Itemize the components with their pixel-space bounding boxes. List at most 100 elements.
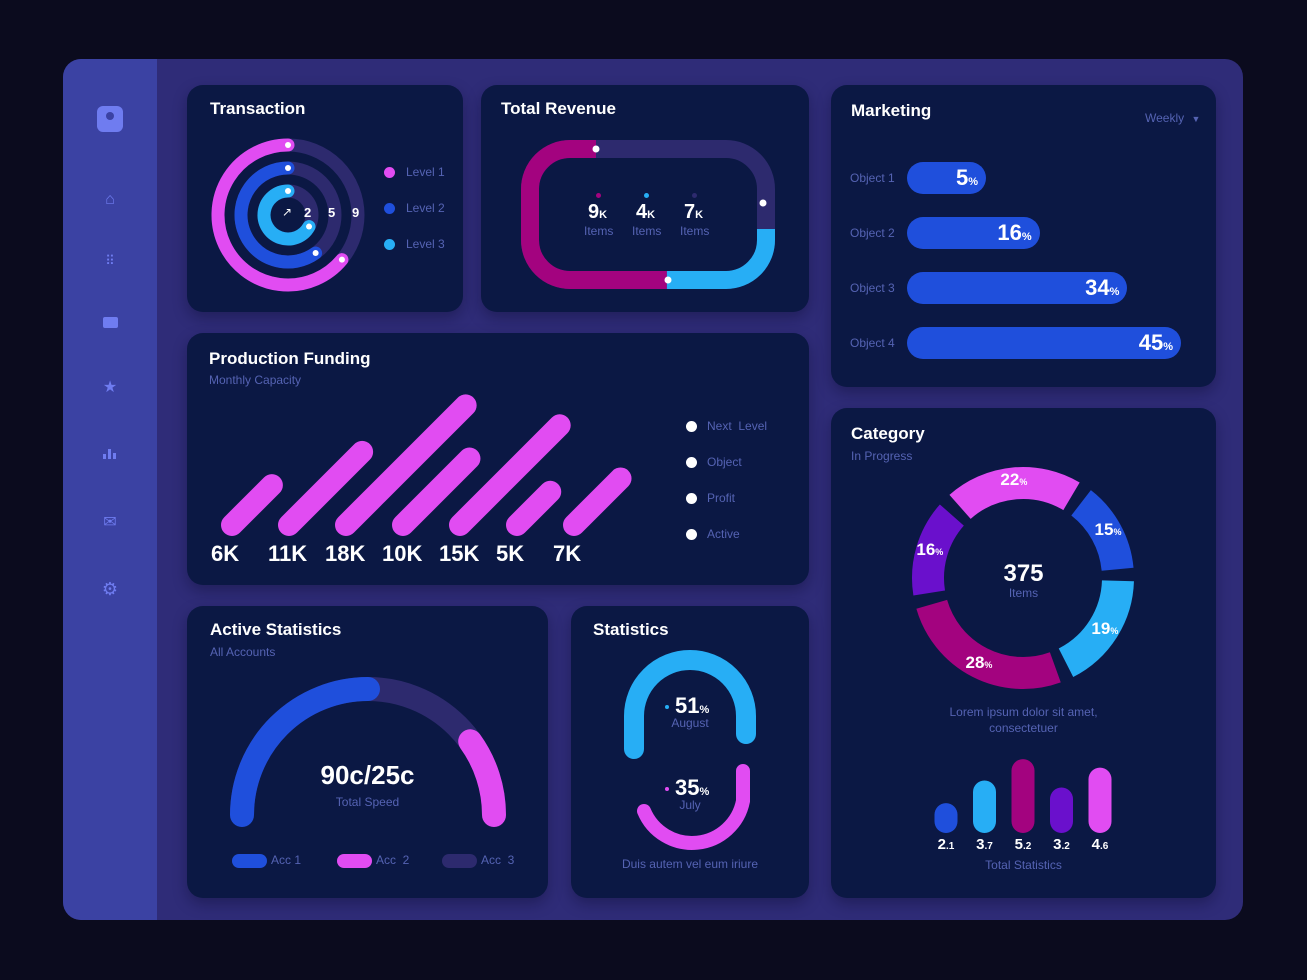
card-subtitle: All Accounts bbox=[210, 645, 276, 659]
mini-bar bbox=[934, 803, 958, 833]
period-value: Weekly bbox=[1145, 111, 1185, 125]
funding-bar bbox=[278, 440, 374, 536]
legend-dot bbox=[384, 167, 395, 178]
mini-caption: Total Statistics bbox=[985, 858, 1062, 872]
int: 3 bbox=[1053, 836, 1062, 853]
legend-label: Level 2 bbox=[406, 201, 445, 215]
value: 28 bbox=[965, 653, 985, 673]
mail-icon[interactable]: ✉ bbox=[103, 514, 117, 531]
segment-label: 28% bbox=[957, 653, 1001, 673]
statistics-arcs bbox=[624, 650, 756, 850]
row-label: Object 1 bbox=[850, 171, 895, 185]
row-label: Object 3 bbox=[850, 281, 895, 295]
legend-label: Acc 1 bbox=[271, 853, 302, 867]
home-icon[interactable]: ⌂ bbox=[105, 191, 115, 208]
gauge-segment bbox=[230, 677, 380, 827]
row-label: Object 2 bbox=[850, 226, 895, 240]
legend-swatch bbox=[232, 854, 267, 868]
unit: % bbox=[1110, 625, 1119, 636]
mini-bar bbox=[973, 780, 996, 833]
chat-icon[interactable] bbox=[100, 312, 120, 332]
star-icon[interactable]: ★ bbox=[102, 379, 118, 396]
mini-value: 4.6 bbox=[1080, 836, 1120, 853]
bar-label: 10K bbox=[382, 541, 423, 566]
donut-segment bbox=[916, 599, 1061, 689]
value: 4 bbox=[636, 201, 648, 223]
segment-label: 19% bbox=[1083, 619, 1127, 639]
dec: .2 bbox=[1061, 841, 1070, 852]
stat-label: August bbox=[671, 716, 709, 730]
legend-label: Object bbox=[707, 455, 742, 469]
card-title: Category bbox=[851, 424, 925, 443]
item-dot bbox=[644, 193, 649, 198]
ring-arc bbox=[257, 184, 316, 246]
ring-dot bbox=[285, 165, 291, 171]
legend-label: Profit bbox=[707, 491, 736, 505]
bar-label: 11K bbox=[268, 541, 308, 566]
item-label: Items bbox=[632, 224, 662, 238]
unit: % bbox=[1019, 477, 1028, 488]
legend-dot bbox=[686, 457, 697, 468]
scale-label: 9 bbox=[352, 205, 360, 220]
donut-segment bbox=[1058, 579, 1134, 677]
revenue-track bbox=[521, 140, 775, 289]
grid-icon[interactable]: ⠿ bbox=[105, 253, 115, 268]
funding-bar bbox=[335, 394, 477, 536]
statistics-card: Statistics 51% August 35% July Duis autem v… bbox=[571, 606, 809, 898]
value: 35 bbox=[675, 775, 700, 800]
bar-label: 5K bbox=[496, 541, 525, 566]
funding-bar bbox=[221, 474, 283, 536]
legend-label: Level 1 bbox=[406, 165, 445, 179]
category-caption: Lorem ipsum dolor sit amet, consectetuer bbox=[831, 704, 1216, 736]
mini-value: 5.2 bbox=[1003, 836, 1043, 853]
unit: K bbox=[599, 209, 608, 221]
int: 2 bbox=[937, 836, 946, 853]
unit: % bbox=[1113, 527, 1122, 538]
item-value: 7K bbox=[684, 201, 703, 224]
item-value: 9K bbox=[588, 201, 607, 224]
bar-unit: % bbox=[968, 176, 978, 188]
card-title: Statistics bbox=[593, 620, 669, 639]
item-label: Items bbox=[584, 224, 614, 238]
marketing-bar: 34% bbox=[907, 272, 1128, 304]
legend-dot bbox=[686, 421, 697, 432]
funding-bar bbox=[506, 480, 562, 536]
period-dropdown[interactable]: Weekly ▼ bbox=[1145, 111, 1200, 125]
bar-label: 6K bbox=[211, 541, 240, 566]
segment-dot bbox=[664, 276, 672, 284]
donut-segment bbox=[949, 467, 1080, 520]
segment-dot bbox=[759, 199, 767, 207]
dec: .7 bbox=[984, 841, 993, 852]
card-title: Total Revenue bbox=[501, 99, 616, 118]
bar-unit: % bbox=[1163, 341, 1173, 353]
bar-chart-icon[interactable] bbox=[100, 444, 120, 464]
donut-segment bbox=[1070, 490, 1134, 572]
mini-bar bbox=[1011, 759, 1035, 833]
item-label: Items bbox=[680, 224, 710, 238]
stat-arc bbox=[637, 764, 750, 850]
gauge-segment bbox=[458, 729, 506, 827]
gauge-value: 90c/25c bbox=[320, 760, 415, 790]
ring-dot bbox=[312, 250, 319, 257]
gear-icon[interactable]: ⚙ bbox=[101, 578, 119, 599]
int: 4 bbox=[1091, 836, 1100, 853]
stat-value: 35% bbox=[675, 775, 709, 801]
ring-arc bbox=[234, 161, 323, 269]
legend-label: Acc 2 bbox=[376, 853, 410, 867]
card-subtitle: In Progress bbox=[851, 449, 913, 463]
dec: .2 bbox=[1023, 841, 1032, 852]
unit: % bbox=[699, 786, 710, 798]
bar-value: 45 bbox=[1138, 330, 1164, 355]
category-total-label: Items bbox=[1008, 586, 1039, 600]
transaction-card: Transaction ↗ 2 5 9 Level 1 Level 2 Level … bbox=[187, 85, 463, 312]
segment-dot bbox=[592, 145, 600, 153]
bar-label: 15K bbox=[439, 541, 480, 566]
value: 19 bbox=[1091, 618, 1111, 638]
user-avatar-icon[interactable] bbox=[97, 106, 123, 132]
speed-gauge bbox=[230, 677, 506, 827]
item-dot bbox=[596, 193, 601, 198]
card-title: Active Statistics bbox=[210, 620, 342, 639]
stat-dot bbox=[665, 705, 669, 709]
unit: K bbox=[647, 209, 656, 221]
unit: % bbox=[935, 546, 944, 557]
